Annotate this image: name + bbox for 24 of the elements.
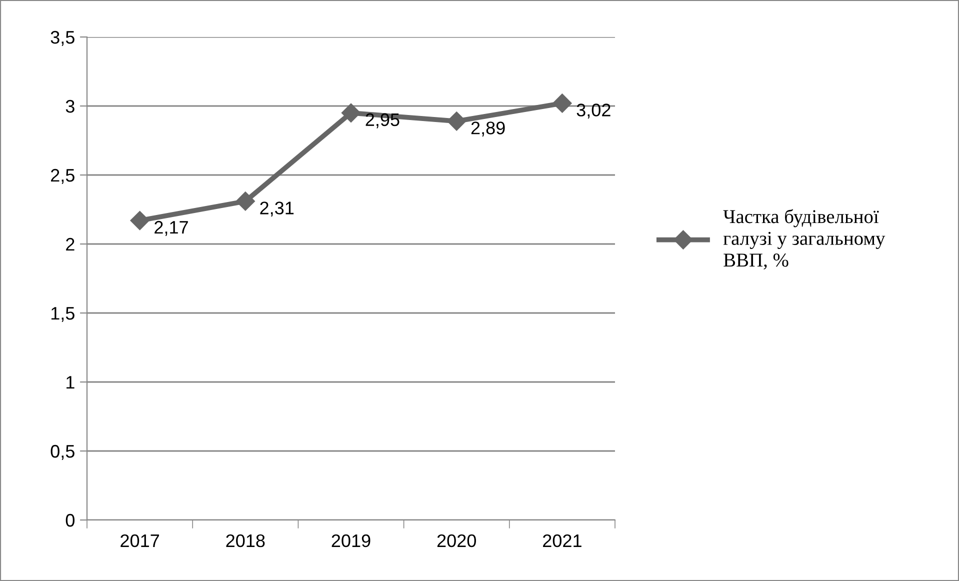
y-tick-label: 0	[66, 514, 74, 527]
x-tick-label: 2021	[543, 534, 582, 548]
y-tick-label: 1,5	[51, 307, 74, 322]
data-label: 2,31	[260, 202, 294, 217]
point	[236, 192, 255, 211]
y-tick-label: 1	[66, 376, 74, 389]
y-tick-label: 2	[66, 238, 74, 251]
data-label: 2,17	[154, 220, 188, 236]
y-tick-label: 3,5	[50, 30, 74, 46]
y-tick-label: 3	[66, 100, 74, 113]
point	[341, 103, 361, 122]
data-label: 3,02	[576, 104, 610, 119]
data-label: 2,95	[366, 113, 400, 128]
point	[130, 211, 150, 230]
y-tick-label: 0,5	[50, 444, 74, 460]
x-tick-label: 2018	[226, 534, 265, 548]
x-tick-label: 2019	[332, 534, 370, 548]
point	[552, 94, 572, 113]
x-tick-label: 2017	[120, 534, 159, 548]
y-tick-label: 2,5	[51, 168, 74, 184]
x-tick-label: 2020	[437, 534, 476, 548]
legend-label: Частка будівельної галузі у загальному ВВП, %	[723, 209, 886, 270]
point	[447, 112, 466, 131]
data-label: 2,89	[471, 122, 505, 136]
